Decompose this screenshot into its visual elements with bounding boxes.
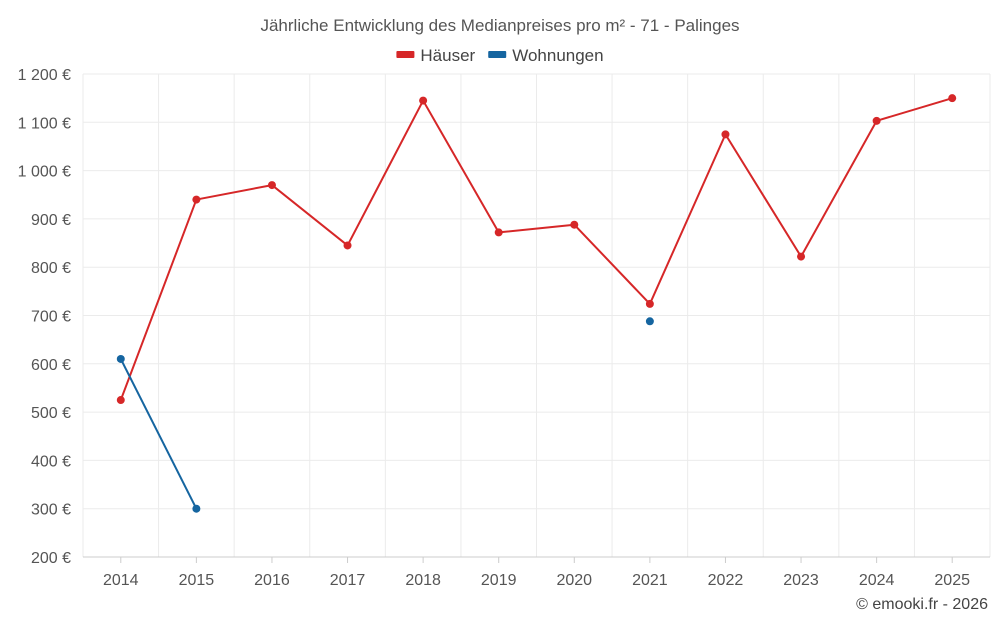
y-tick-label: 1 100 € — [18, 115, 71, 132]
x-tick-label: 2022 — [708, 572, 744, 589]
x-tick-label: 2019 — [481, 572, 517, 589]
x-tick-label: 2017 — [330, 572, 366, 589]
data-point[interactable] — [948, 94, 957, 103]
y-tick-label: 400 € — [31, 453, 71, 470]
data-point[interactable] — [570, 220, 579, 229]
y-tick-label: 500 € — [31, 405, 71, 422]
legend-swatch — [396, 51, 415, 58]
y-tick-label: 200 € — [31, 550, 71, 567]
data-point[interactable] — [419, 96, 428, 105]
x-tick-label: 2024 — [859, 572, 895, 589]
y-axis-ticks: 200 € 300 € 400 € 500 € 600 € 700 € 800 € 900 €… — [18, 67, 71, 567]
data-point[interactable] — [192, 504, 201, 513]
data-point[interactable] — [267, 181, 276, 190]
data-point[interactable] — [645, 317, 654, 326]
legend-label: Häuser — [420, 46, 475, 65]
data-point[interactable] — [797, 252, 806, 261]
x-tick-label: 2014 — [103, 572, 139, 589]
legend-label: Wohnungen — [512, 46, 603, 65]
credit-text: © emooki.fr - 2026 — [856, 596, 988, 613]
y-tick-label: 300 € — [31, 502, 71, 519]
x-tick-label: 2020 — [556, 572, 592, 589]
y-tick-label: 800 € — [31, 260, 71, 277]
y-tick-label: 1 200 € — [18, 67, 71, 84]
data-point[interactable] — [116, 354, 125, 363]
legend-swatch — [488, 51, 507, 58]
x-gridlines — [82, 74, 991, 557]
data-point[interactable] — [872, 116, 881, 125]
series-1 — [116, 317, 654, 513]
chart-title: Jährliche Entwicklung des Medianpreises … — [260, 16, 739, 35]
legend-item-0[interactable]: Häuser — [396, 46, 476, 65]
y-tick-label: 600 € — [31, 357, 71, 374]
x-tick-label: 2018 — [405, 572, 441, 589]
x-axis-ticks: 2014 2015 2016 2017 2018 2019 2020 2021 2022 2023… — [103, 557, 970, 589]
x-tick-label: 2025 — [934, 572, 970, 589]
x-tick-label: 2023 — [783, 572, 819, 589]
data-point[interactable] — [192, 195, 201, 204]
series-line — [119, 358, 198, 510]
x-tick-label: 2015 — [179, 572, 215, 589]
y-tick-label: 700 € — [31, 309, 71, 326]
data-point[interactable] — [721, 130, 730, 139]
data-point[interactable] — [494, 228, 503, 237]
legend-item-1[interactable]: Wohnungen — [488, 46, 604, 65]
y-tick-label: 1 000 € — [18, 164, 71, 181]
series-0 — [116, 94, 957, 405]
data-point[interactable] — [645, 299, 654, 308]
series-line — [119, 97, 953, 401]
data-point[interactable] — [343, 241, 352, 250]
legend[interactable]: Häuser Wohnungen — [396, 46, 604, 65]
series-layer — [116, 94, 957, 513]
y-tick-label: 900 € — [31, 212, 71, 229]
x-tick-label: 2021 — [632, 572, 668, 589]
x-tick-label: 2016 — [254, 572, 290, 589]
data-point[interactable] — [116, 396, 125, 405]
